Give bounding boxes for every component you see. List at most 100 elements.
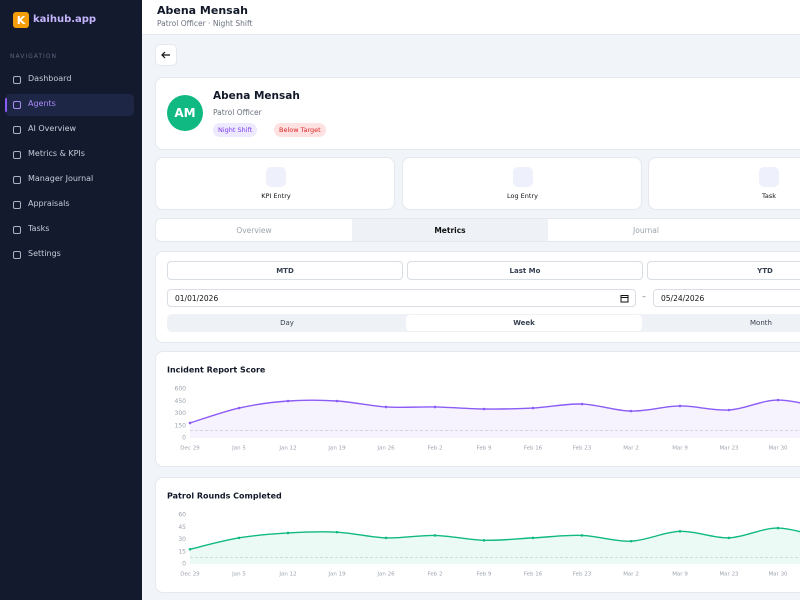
x-tick-label: Jan 26 (376, 572, 395, 578)
nav-icon (13, 126, 21, 134)
granularity: Day Week Month (167, 314, 800, 332)
profile-name: Abena Mensah (213, 90, 300, 102)
point (286, 399, 290, 403)
point (727, 408, 731, 412)
x-tick-label: Jan 26 (376, 446, 395, 452)
x-tick-label: Jan 5 (231, 446, 246, 452)
action-icon (266, 167, 286, 187)
x-tick-label: Dec 29 (180, 572, 200, 578)
x-tick-label: Feb 16 (524, 572, 543, 578)
nav-icon (13, 201, 21, 209)
area (190, 528, 800, 564)
point (482, 407, 486, 411)
y-tick-label: 30 (178, 536, 186, 543)
nav-label: Metrics & KPIs (28, 149, 85, 158)
x-tick-label: Feb 9 (477, 572, 492, 578)
y-tick-label: 150 (175, 422, 187, 429)
chart: Incident Report Score 0 150 300 450 600 Dec 29… (167, 366, 800, 452)
x-tick-label: Mar 23 (719, 446, 739, 452)
logo-text: kaihub.app (33, 14, 97, 25)
start-date[interactable]: 01/01/2026 (167, 289, 636, 307)
point (629, 409, 633, 413)
start-date-text: 01/01/2026 (175, 294, 219, 303)
y-tick-label: 45 (178, 524, 186, 531)
nav-item[interactable]: Tasks (5, 219, 134, 241)
point (335, 530, 339, 534)
chart-title: Patrol Rounds Completed (167, 492, 282, 501)
x-tick-label: Dec 29 (180, 446, 200, 452)
preset-button[interactable]: Last Mo (407, 261, 643, 280)
x-tick-label: Jan 19 (327, 446, 346, 452)
x-tick-label: Mar 30 (768, 446, 788, 452)
area (190, 400, 800, 438)
header-subtitle: Patrol Officer · Night Shift (157, 19, 253, 28)
date-separator: – (642, 292, 646, 301)
preset-button[interactable]: MTD (167, 261, 403, 280)
nav-section: NAVIGATION (10, 53, 58, 60)
chart: Patrol Rounds Completed 0 15 30 45 60 Dec 29 Ja… (167, 492, 800, 578)
x-tick-label: Feb 23 (573, 572, 592, 578)
tab[interactable]: Metrics (352, 219, 548, 241)
point (678, 404, 682, 408)
y-tick-label: 15 (178, 548, 186, 555)
point (776, 398, 780, 402)
nav-item[interactable]: AI Overview (5, 119, 134, 141)
tab[interactable]: Overview (236, 225, 272, 235)
nav-label: Settings (28, 249, 61, 258)
nav-label: Agents (28, 99, 56, 108)
x-tick-label: Feb 2 (428, 446, 443, 452)
point (188, 421, 192, 425)
action-card[interactable]: KPI Entry (155, 157, 395, 210)
nav-item[interactable]: Manager Journal (5, 169, 134, 191)
y-tick-label: 450 (175, 398, 187, 405)
x-tick-label: Feb 23 (573, 446, 592, 452)
nav-item[interactable]: Agents (5, 94, 134, 116)
preset-button[interactable]: YTD (647, 261, 800, 280)
granularity-option[interactable]: Day (280, 319, 294, 327)
point (384, 536, 388, 540)
point (580, 534, 584, 537)
nav-icon (13, 76, 21, 84)
y-tick-label: 0 (182, 435, 186, 442)
end-date[interactable]: 05/24/2026 (653, 289, 800, 307)
nav-icon (13, 101, 21, 109)
x-tick-label: Feb 9 (477, 446, 492, 452)
back-button[interactable] (155, 44, 177, 66)
end-date-text: 05/24/2026 (661, 294, 705, 303)
y-tick-label: 600 (175, 386, 187, 393)
line (189, 399, 800, 424)
nav-label: Appraisals (28, 199, 70, 208)
y-tick-label: 0 (182, 561, 186, 568)
action-card[interactable]: Log Entry (401, 157, 642, 210)
nav-item[interactable]: Settings (5, 244, 134, 266)
point (531, 536, 535, 540)
point (433, 534, 437, 537)
x-tick-label: Jan 12 (278, 446, 296, 452)
tabs: Overview Metrics Journal (155, 218, 800, 242)
point (482, 539, 486, 542)
filter-card: MTD Last Mo YTD 01/01/2026 – 05/24/2026 Da… (155, 251, 800, 343)
chart-title: Incident Report Score (167, 366, 266, 375)
action-label: Task (761, 192, 777, 200)
action-icon (759, 167, 779, 187)
granularity-option[interactable]: Week (406, 315, 642, 331)
badge: Night Shift (213, 123, 258, 137)
nav-icon (13, 226, 21, 234)
nav-item[interactable]: Appraisals (5, 194, 134, 216)
x-tick-label: Feb 2 (428, 572, 443, 578)
nav-item[interactable]: Metrics & KPIs (5, 144, 134, 166)
point (188, 548, 192, 551)
tab[interactable]: Journal (633, 225, 659, 235)
action-card[interactable]: Task (648, 157, 800, 210)
nav-icon (13, 176, 21, 184)
nav-item[interactable]: Dashboard (5, 69, 134, 91)
x-tick-label: Mar 23 (719, 572, 739, 578)
point (776, 526, 780, 530)
nav-icon (13, 251, 21, 259)
granularity-option[interactable]: Month (750, 319, 772, 327)
header: Abena Mensah Patrol Officer · Night Shif… (142, 0, 800, 35)
x-tick-label: Mar 30 (768, 572, 788, 578)
active-indicator (5, 98, 7, 112)
action-label: KPI Entry (261, 192, 291, 200)
profile-role: Patrol Officer (213, 108, 262, 117)
